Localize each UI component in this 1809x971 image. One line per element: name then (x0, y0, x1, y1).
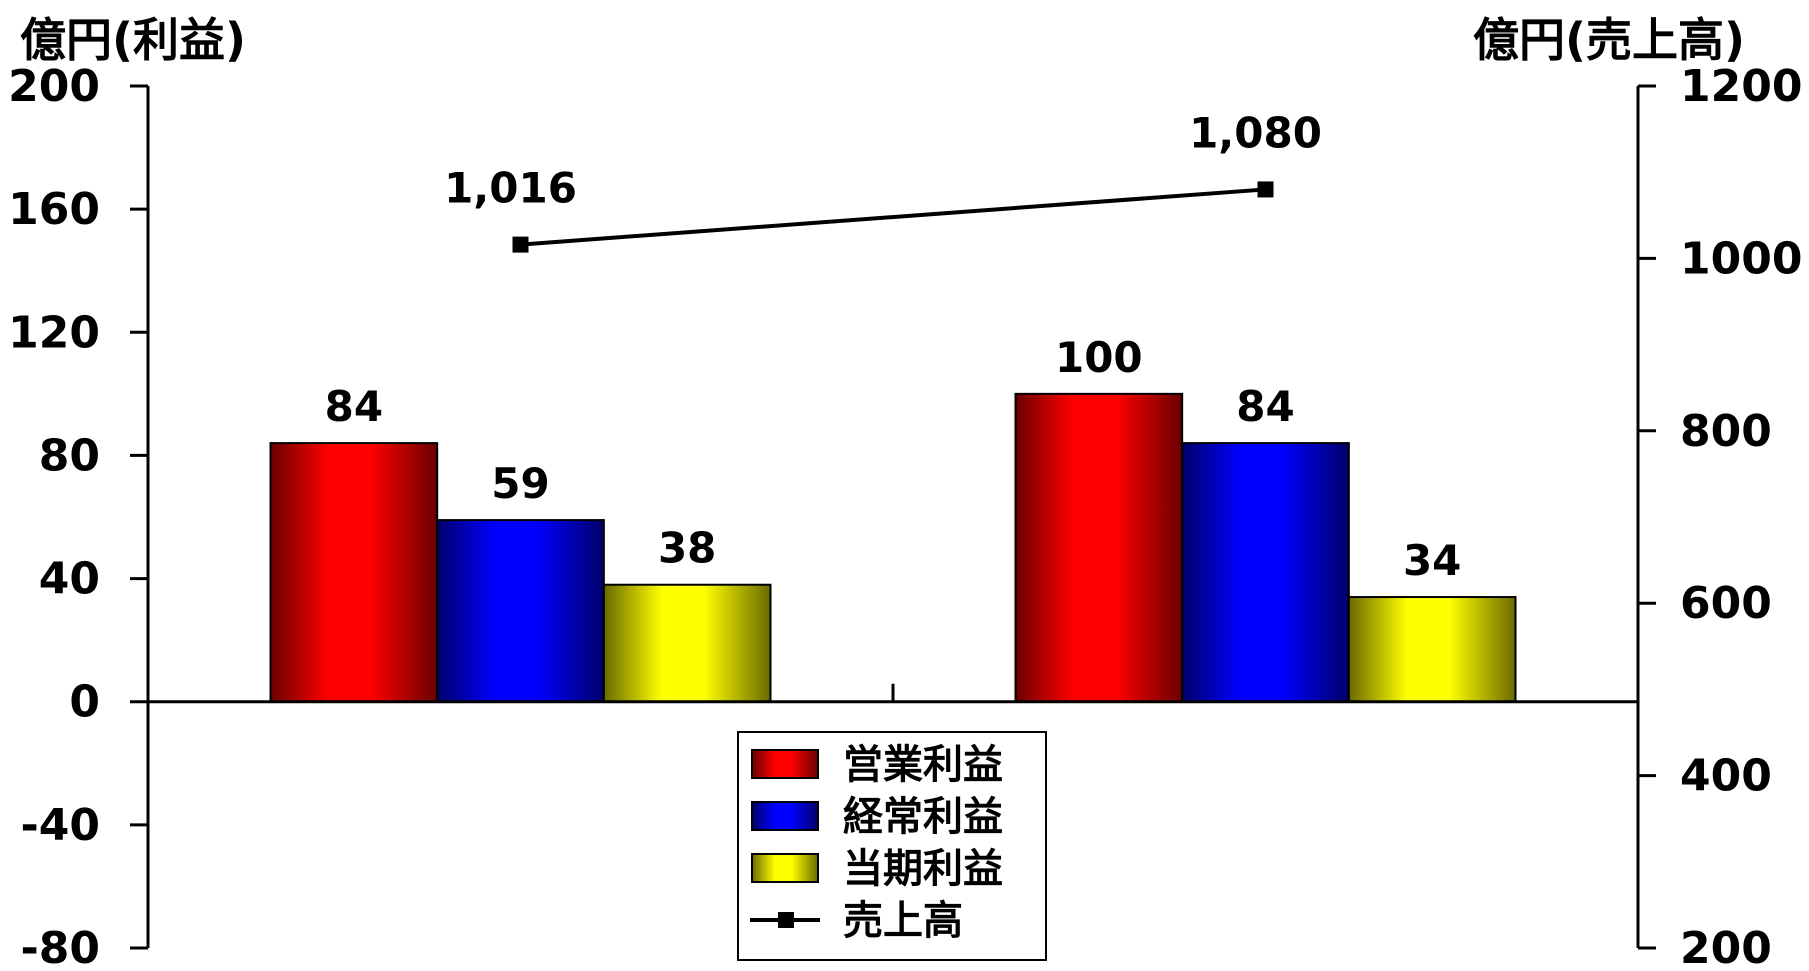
sales-data-label: 1,080 (1189, 108, 1322, 157)
right-tick-label: 1000 (1680, 233, 1802, 284)
left-tick-label: 0 (69, 677, 100, 728)
left-tick-label: 160 (8, 184, 100, 235)
left-tick-label: -80 (21, 923, 101, 971)
left-tick-label: 80 (39, 430, 100, 481)
legend-label: 当期利益 (843, 846, 1003, 892)
sales-point (1257, 181, 1274, 198)
right-axis: 1200 1000 800 600 400 200 (1636, 61, 1802, 971)
right-tick-label: 1200 (1680, 61, 1802, 112)
left-tick-label: 120 (8, 307, 100, 358)
legend-swatch (751, 801, 819, 831)
right-tick-label: 800 (1680, 406, 1772, 457)
bar (1181, 442, 1350, 703)
legend-swatch (751, 749, 819, 779)
bar (1347, 596, 1517, 703)
sales-line (520, 187, 1266, 247)
bar (436, 519, 605, 703)
right-axis-title: 億円(売上高) (1473, 13, 1745, 67)
legend-swatch (751, 853, 819, 883)
left-tick-label: 200 (8, 61, 100, 112)
bar-series (269, 392, 1517, 703)
bar-data-label: 100 (1055, 333, 1143, 382)
bar-data-label: 59 (491, 459, 549, 508)
right-tick-label: 200 (1680, 923, 1772, 971)
bar-data-label: 34 (1403, 536, 1461, 585)
legend-label: 営業利益 (843, 742, 1003, 788)
data-labels: 84 59 38 100 84 34 1,016 1,080 (325, 108, 1462, 585)
right-tick-label: 400 (1680, 751, 1772, 802)
left-tick-label: 40 (39, 554, 100, 605)
left-axis: 200 160 120 80 40 0 -40 -80 (8, 61, 150, 971)
line-series (512, 181, 1274, 253)
bar-data-label: 38 (658, 524, 716, 573)
legend-marker (778, 912, 794, 928)
bar (602, 583, 772, 703)
right-tick-label: 600 (1680, 578, 1772, 629)
legend-label: 経常利益 (843, 794, 1003, 840)
bar-data-label: 84 (1236, 382, 1294, 431)
left-tick-label: -40 (21, 800, 101, 851)
legend-label: 売上高 (843, 898, 963, 944)
left-axis-title: 億円(利益) (20, 13, 246, 67)
bar (1014, 392, 1184, 703)
sales-data-label: 1,016 (444, 164, 577, 213)
bar-data-label: 84 (325, 382, 383, 431)
sales-point (512, 236, 529, 253)
zero-line-group (148, 683, 1638, 704)
bar (269, 442, 439, 703)
